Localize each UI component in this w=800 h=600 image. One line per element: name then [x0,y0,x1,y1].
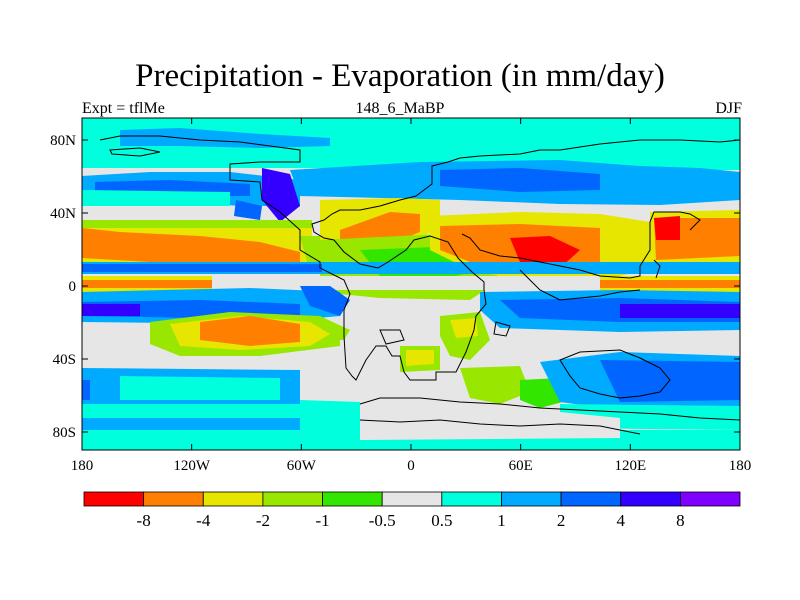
lon-tick-label: 120E [614,458,646,474]
colorbar-label: -0.5 [369,511,396,530]
colorbar-swatch [560,491,622,507]
colorbar [83,491,741,507]
latitude-ticks: 80N 40N 0 40S 80S [50,133,740,441]
colorbar-label: 8 [676,511,685,530]
colorbar-swatch [501,491,562,507]
lat-tick-label: 80S [53,425,76,441]
colorbar-swatch [441,491,502,507]
colorbar-swatch [381,491,443,507]
blob-north-polar [120,128,330,148]
lon-tick-label: 60W [287,458,317,474]
colorbar-label: 4 [616,511,625,530]
colorbar-swatch [143,491,204,507]
colorbar-label: 0.5 [431,511,452,530]
colorbar-swatch [83,491,145,507]
lat-tick-label: 40S [53,352,76,368]
colorbar-label: -4 [196,511,211,530]
lat-tick-label: 40N [50,206,76,222]
lon-tick-label: 180 [71,458,94,474]
colorbar-labels: -8 -4 -2 -1 -0.5 0.5 1 2 4 8 [137,511,685,530]
lon-tick-label: 120W [173,458,211,474]
lat-tick-label: 0 [69,279,77,295]
colorbar-label: 2 [557,511,566,530]
colorbar-label: -1 [315,511,329,530]
lon-tick-label: 60E [509,458,533,474]
colorbar-swatch [620,491,681,507]
colorbar-swatch [202,491,264,507]
colorbar-swatch [262,491,323,507]
field-layer [82,118,740,450]
lon-tick-label: 180 [729,458,752,474]
blob-pacific-dry-north [82,228,300,270]
longitude-ticks: 180 120W 60W 0 60E 120E 180 [71,118,752,474]
colorbar-swatch [679,491,741,507]
coastlines [99,135,741,435]
experiment-label: Expt = tflMe [82,100,165,117]
colorbar-label: -2 [256,511,270,530]
lon-tick-label: 0 [407,458,415,474]
colorbar-label: -8 [137,511,151,530]
chart-title: Precipitation - Evaporation (in mm/day) [135,58,665,94]
time-label: 148_6_MaBP [355,100,445,117]
season-label: DJF [715,100,742,117]
colorbar-swatch [322,491,383,507]
colorbar-label: 1 [497,511,506,530]
lat-tick-label: 80N [50,133,76,149]
